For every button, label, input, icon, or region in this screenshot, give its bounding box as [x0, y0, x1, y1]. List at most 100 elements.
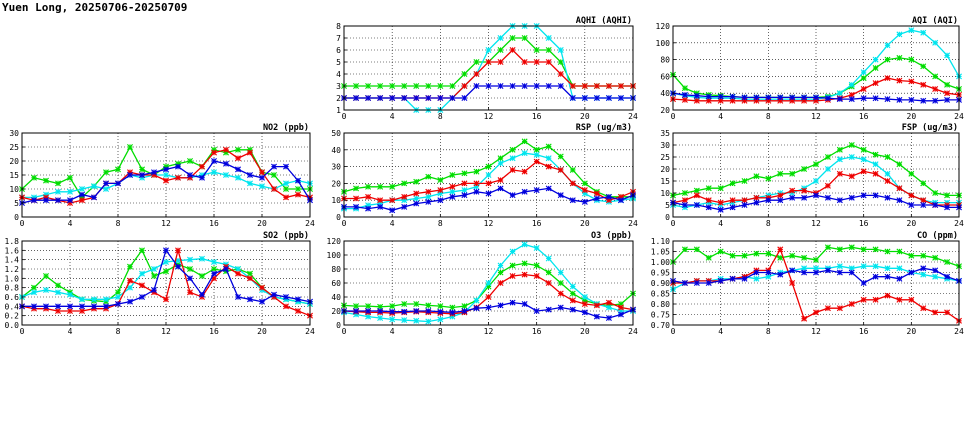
data-point-red [777, 246, 784, 253]
data-point-green [509, 262, 516, 269]
data-point-green [884, 248, 891, 255]
data-point-green [884, 56, 891, 63]
data-point-red [497, 177, 504, 184]
data-point-cyan [139, 174, 145, 181]
data-point-blue [485, 83, 492, 89]
chart-title: FSP (ug/m3) [902, 123, 958, 133]
y-tick-label: 0 [665, 213, 670, 222]
data-point-green [896, 54, 903, 61]
y-tick-label: 7 [336, 34, 341, 43]
data-point-blue [223, 160, 229, 167]
data-point-red [824, 182, 831, 189]
data-point-blue [115, 301, 121, 307]
data-point-green [449, 172, 456, 178]
data-point-red [920, 197, 927, 204]
data-point-blue [824, 95, 831, 102]
x-tick-label: 4 [718, 327, 723, 336]
data-point-cyan [581, 294, 588, 300]
data-point-red [741, 97, 748, 104]
data-point-cyan [872, 263, 879, 270]
data-point-green [777, 170, 784, 177]
data-point-blue [353, 308, 360, 314]
data-point-red [717, 199, 724, 206]
data-point-blue [235, 166, 241, 173]
data-point-blue [449, 95, 456, 101]
data-point-green [163, 268, 169, 275]
y-tick-label: 15 [9, 171, 19, 180]
data-point-cyan [413, 195, 420, 202]
data-point-green [944, 192, 951, 199]
data-point-blue [884, 194, 891, 201]
data-point-red [920, 305, 927, 312]
x-tick-label: 12 [484, 327, 494, 336]
data-point-green [509, 146, 516, 153]
data-point-green [813, 256, 819, 263]
data-point-red [235, 270, 241, 277]
data-point-cyan [163, 172, 169, 178]
data-point-cyan [521, 150, 528, 157]
data-point-green [461, 170, 468, 177]
data-point-blue [848, 194, 855, 201]
data-point-cyan [365, 313, 372, 320]
data-point-blue [533, 308, 540, 314]
x-tick-label: 20 [907, 219, 917, 228]
data-point-cyan [545, 155, 552, 162]
x-tick-label: 24 [628, 219, 638, 228]
data-point-cyan [497, 262, 504, 269]
data-point-green [789, 252, 796, 259]
y-tick-label: 30 [660, 141, 670, 150]
data-point-cyan [425, 318, 432, 325]
x-tick-label: 8 [766, 112, 771, 121]
data-point-green [187, 158, 193, 164]
data-point-red [605, 83, 612, 89]
data-point-blue [365, 308, 372, 314]
data-point-red [461, 180, 468, 187]
data-point-blue [693, 92, 700, 99]
data-point-cyan [509, 155, 516, 162]
data-point-red [151, 172, 157, 178]
data-point-red [377, 197, 384, 204]
data-point-cyan [31, 289, 37, 296]
y-tick-label: 35 [660, 129, 670, 138]
x-tick-label: 20 [907, 112, 917, 121]
data-point-red [545, 280, 552, 286]
data-point-blue [920, 265, 927, 272]
data-point-blue [569, 95, 576, 101]
data-point-red [896, 185, 903, 192]
data-point-cyan [235, 266, 241, 272]
data-point-blue [377, 203, 384, 210]
y-tick-label: 5 [14, 199, 19, 208]
data-point-red [425, 188, 432, 195]
y-tick-label: 10 [331, 196, 341, 205]
data-point-blue [729, 204, 736, 211]
data-point-red [932, 86, 939, 92]
data-point-red [485, 180, 492, 187]
data-point-green [872, 65, 879, 71]
data-point-green [31, 284, 37, 291]
data-point-blue [211, 158, 217, 164]
chart-title: SO2 (ppb) [263, 231, 309, 241]
x-tick-label: 0 [342, 327, 347, 336]
data-point-blue [872, 192, 879, 199]
data-point-red [295, 191, 301, 198]
data-point-cyan [813, 178, 819, 184]
data-point-blue [777, 197, 784, 204]
data-point-green [365, 303, 372, 310]
y-tick-label: 40 [660, 89, 670, 98]
data-point-blue [729, 275, 736, 282]
data-point-blue [932, 267, 939, 274]
x-tick-label: 20 [257, 219, 267, 228]
data-point-green [789, 170, 796, 177]
x-tick-label: 20 [907, 327, 917, 336]
data-point-cyan [437, 190, 444, 197]
data-point-red [389, 197, 396, 204]
data-point-red [605, 197, 612, 204]
data-point-blue [681, 91, 688, 98]
data-point-green [848, 244, 855, 251]
data-point-red [705, 197, 712, 204]
data-point-red [581, 83, 588, 89]
data-point-cyan [91, 296, 97, 303]
data-point-red [79, 308, 85, 314]
data-point-red [872, 296, 879, 303]
x-tick-label: 24 [305, 219, 315, 228]
